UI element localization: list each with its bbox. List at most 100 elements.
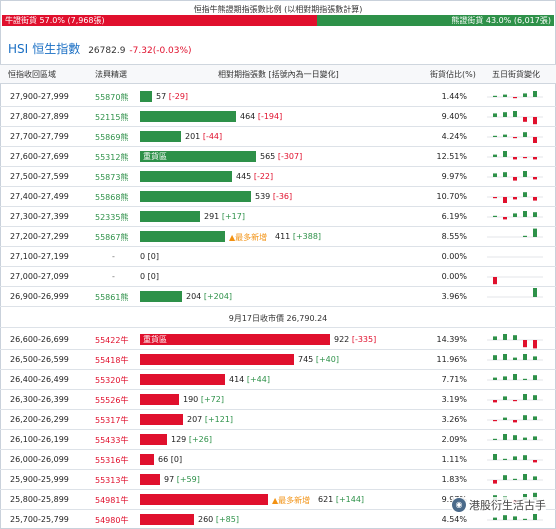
count-value: 565 xyxy=(260,152,276,161)
row-range: 26,900-26,999 xyxy=(10,292,69,301)
sparkline-bar xyxy=(493,135,497,137)
row-contract-bar xyxy=(140,434,167,445)
bull-table-row[interactable]: 26,000-26,099 55316牛 66 [0] 1.11% xyxy=(0,450,556,470)
row-range: 25,700-25,799 xyxy=(10,515,69,524)
sparkline-bar xyxy=(523,171,527,177)
row-contract-bar xyxy=(140,354,294,365)
row-contract-count: 565 [-307] xyxy=(260,152,302,161)
row-warrant-code[interactable]: 55433牛 xyxy=(95,436,129,445)
bear-table-row[interactable]: 27,300-27,399 52335熊 291 [+17] 6.19% xyxy=(0,207,556,227)
sparkline-bar xyxy=(503,376,507,380)
bear-table-row[interactable]: 27,400-27,499 55868熊 539 [-36] 10.70% xyxy=(0,187,556,207)
row-warrant-code[interactable]: 55320牛 xyxy=(95,376,129,385)
row-contract-bar xyxy=(140,131,181,142)
row-warrant-code[interactable]: 55418牛 xyxy=(95,356,129,365)
five-day-sparkline xyxy=(487,288,543,298)
row-warrant-code[interactable]: 55868熊 xyxy=(95,193,129,202)
sparkline-bar xyxy=(503,396,507,400)
sparkline-bar xyxy=(533,375,537,380)
row-warrant-code[interactable]: 55861熊 xyxy=(95,293,129,302)
sparkline-bar xyxy=(493,197,497,199)
bear-table-row[interactable]: 27,200-27,299 55867熊 ▲最多新增 411 [+388] 8.55% xyxy=(0,227,556,247)
count-value: 0 xyxy=(140,252,146,261)
count-change: [+26] xyxy=(188,435,212,444)
row-share-percent: 1.44% xyxy=(441,92,467,101)
row-contract-count: 66 [0] xyxy=(158,455,182,464)
row-warrant-code[interactable]: 55869熊 xyxy=(95,133,129,142)
sparkline-bar xyxy=(523,211,527,217)
sparkline-bar xyxy=(493,420,497,422)
row-warrant-code[interactable]: 55526牛 xyxy=(95,396,129,405)
bull-table-row[interactable]: 26,100-26,199 55433牛 129 [+26] 2.09% xyxy=(0,430,556,450)
bull-table-row[interactable]: 26,400-26,499 55320牛 414 [+44] 7.71% xyxy=(0,370,556,390)
row-share-percent: 3.26% xyxy=(441,415,467,424)
bull-table-row[interactable]: 26,300-26,399 55526牛 190 [+72] 3.19% xyxy=(0,390,556,410)
row-share-percent: 4.54% xyxy=(441,515,467,524)
sparkline-bar xyxy=(533,228,537,237)
bear-table-row[interactable]: 27,100-27,199 - 0 [0] 0.00% xyxy=(0,247,556,267)
row-warrant-code[interactable]: 55317牛 xyxy=(95,416,129,425)
bull-ratio-segment: 牛證街貨 57.0% (7,968張) xyxy=(2,15,317,26)
sparkline-bar xyxy=(523,132,527,137)
five-day-sparkline xyxy=(487,256,543,258)
row-warrant-code[interactable]: 52115熊 xyxy=(95,113,129,122)
sparkline-bar xyxy=(533,137,537,143)
row-warrant-code[interactable]: 55422牛 xyxy=(95,336,129,345)
row-share-percent: 14.39% xyxy=(436,335,467,344)
row-warrant-code[interactable]: 54981牛 xyxy=(95,496,129,505)
row-warrant-code[interactable]: 55313牛 xyxy=(95,476,129,485)
row-warrant-code[interactable]: 54980牛 xyxy=(95,516,129,525)
sparkline-bar xyxy=(533,416,537,420)
row-warrant-code[interactable]: 55867熊 xyxy=(95,233,129,242)
sparkline-bar xyxy=(533,117,537,125)
row-warrant-code[interactable]: 52335熊 xyxy=(95,213,129,222)
sparkline-bar xyxy=(493,215,497,217)
row-contract-count: 291 [+17] xyxy=(204,212,245,221)
index-change: -7.32(-0.03%) xyxy=(129,46,192,56)
bull-table-row[interactable]: 26,500-26,599 55418牛 745 [+40] 11.96% xyxy=(0,350,556,370)
wechat-logo-icon: ◉ xyxy=(452,498,466,512)
sparkline-bar xyxy=(533,177,537,180)
sparkline-bar xyxy=(503,434,507,440)
sparkline-bar xyxy=(493,480,497,484)
bear-table-row[interactable]: 27,900-27,999 55870熊 57 [-29] 1.44% xyxy=(0,87,556,107)
bear-table-row[interactable]: 27,700-27,799 55869熊 201 [-44] 4.24% xyxy=(0,127,556,147)
row-range: 27,900-27,999 xyxy=(10,92,69,101)
bear-table-row[interactable]: 27,000-27,099 - 0 [0] 0.00% xyxy=(0,267,556,287)
sparkline-bar xyxy=(493,400,497,403)
row-contract-count: 621 [+144] xyxy=(318,495,364,504)
row-warrant-code[interactable]: 55316牛 xyxy=(95,456,129,465)
heavy-zone-tag: 重貨區 xyxy=(143,152,167,161)
row-contract-count: 745 [+40] xyxy=(298,355,339,364)
bull-table-row[interactable]: 26,600-26,699 55422牛 重貨區 922 [-335] 14.39% xyxy=(0,330,556,350)
count-change: [+44] xyxy=(246,375,270,384)
sparkline-bar xyxy=(493,454,497,460)
count-change: [-194] xyxy=(257,112,283,121)
row-warrant-code[interactable]: 55873熊 xyxy=(95,173,129,182)
bear-table-row[interactable]: 27,800-27,899 52115熊 464 [-194] 9.40% xyxy=(0,107,556,127)
row-range: 26,600-26,699 xyxy=(10,335,69,344)
count-change: [+388] xyxy=(292,232,322,241)
count-change: [+144] xyxy=(335,495,365,504)
sparkline-bar xyxy=(533,395,537,400)
count-value: 414 xyxy=(229,375,245,384)
row-warrant-code[interactable]: 55312熊 xyxy=(95,153,129,162)
bear-table-row[interactable]: 27,600-27,699 55312熊 重貨區 565 [-307] 12.51% xyxy=(0,147,556,167)
row-share-percent: 3.19% xyxy=(441,395,467,404)
sparkline-bar xyxy=(513,197,517,200)
row-contract-bar xyxy=(140,91,152,102)
bear-table-row[interactable]: 27,500-27,599 55873熊 445 [-22] 9.97% xyxy=(0,167,556,187)
bear-table-row[interactable]: 26,900-26,999 55861熊 204 [+204] 3.96% xyxy=(0,287,556,307)
sparkline-bar xyxy=(503,112,507,117)
bull-table-row[interactable]: 25,900-25,999 55313牛 97 [+59] 1.83% xyxy=(0,470,556,490)
row-range: 27,600-27,699 xyxy=(10,152,69,161)
row-range: 27,400-27,499 xyxy=(10,192,69,201)
count-value: 201 xyxy=(185,132,201,141)
bull-table-row[interactable]: 26,200-26,299 55317牛 207 [+121] 3.26% xyxy=(0,410,556,430)
sparkline-bar xyxy=(503,151,507,157)
sparkline-bar xyxy=(513,374,517,380)
bull-table-row[interactable]: 25,700-25,799 54980牛 260 [+85] 4.54% xyxy=(0,510,556,529)
row-range: 25,800-25,899 xyxy=(10,495,69,504)
row-warrant-code[interactable]: 55870熊 xyxy=(95,93,129,102)
sparkline-bar xyxy=(493,355,497,360)
